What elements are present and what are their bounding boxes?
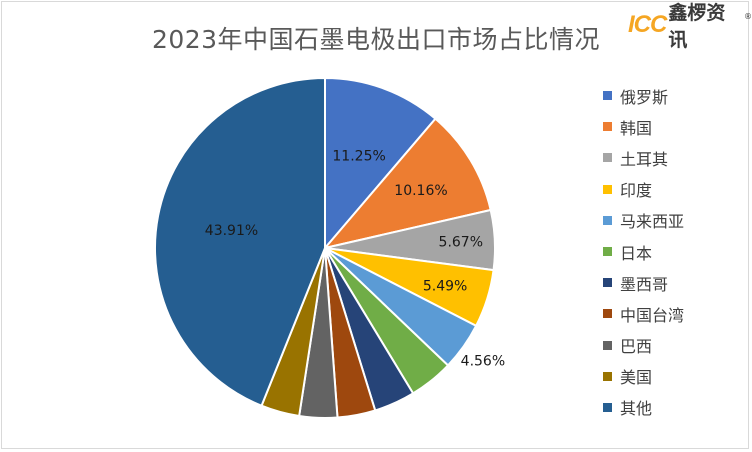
legend-item-2: 韩国 [603, 111, 684, 142]
legend-item-5: 马来西亚 [603, 205, 684, 236]
legend-swatch [603, 247, 612, 257]
pie-data-label-4: 5.49% [423, 279, 467, 295]
legend-swatch [603, 153, 612, 163]
legend-label: 印度 [620, 181, 653, 201]
logo-name-text: 鑫椤资讯 [668, 2, 726, 51]
chart-legend: 俄罗斯韩国土耳其印度马来西亚日本墨西哥中国台湾巴西美国其他 [603, 80, 684, 423]
legend-item-11: 其他 [603, 392, 684, 423]
legend-item-10: 美国 [603, 361, 684, 392]
chart-title: 2023年中国石墨电极出口市场占比情况 [151, 25, 601, 54]
logo-registered-mark: ® [744, 12, 752, 21]
legend-swatch [603, 309, 612, 319]
legend-label: 马来西亚 [620, 212, 685, 232]
brand-logo: ICC 鑫椤资讯 ® [628, 2, 752, 51]
legend-swatch [603, 184, 612, 194]
legend-label: 俄罗斯 [620, 87, 669, 107]
legend-item-4: 印度 [603, 174, 684, 205]
pie-slice-2 [322, 117, 492, 250]
legend-item-7: 墨西哥 [603, 267, 684, 298]
legend-swatch [603, 402, 612, 412]
legend-item-3: 土耳其 [603, 142, 684, 173]
pie-slice-1 [324, 76, 437, 251]
legend-label: 中国台湾 [620, 305, 685, 325]
legend-swatch [603, 122, 612, 132]
legend-label: 韩国 [620, 118, 653, 138]
pie-slices [153, 76, 496, 419]
legend-item-6: 日本 [603, 236, 684, 267]
legend-item-8: 中国台湾 [603, 298, 684, 329]
legend-swatch [603, 278, 612, 288]
pie-data-label-5: 4.56% [461, 353, 505, 369]
legend-label: 美国 [620, 368, 653, 388]
pie-data-label-11: 43.91% [205, 223, 258, 239]
legend-item-1: 俄罗斯 [603, 80, 684, 111]
pie-slice-11 [153, 76, 326, 408]
pie-data-label-2: 10.16% [394, 183, 447, 199]
legend-label: 巴西 [620, 337, 653, 357]
legend-swatch [603, 371, 612, 381]
logo-brand-text: ICC [628, 11, 667, 38]
legend-label: 土耳其 [620, 149, 669, 169]
legend-swatch [603, 215, 612, 225]
legend-label: 墨西哥 [620, 274, 669, 294]
legend-label: 日本 [620, 243, 653, 263]
legend-swatch [603, 340, 612, 350]
pie-data-labels: 11.25% 10.16% 5.67% 5.49% 4.56% 43.91% [205, 149, 505, 370]
legend-item-9: 巴西 [603, 330, 684, 361]
legend-label: 其他 [620, 399, 653, 419]
legend-swatch [603, 91, 612, 101]
pie-data-label-1: 11.25% [332, 149, 385, 165]
pie-data-label-3: 5.67% [439, 235, 483, 251]
